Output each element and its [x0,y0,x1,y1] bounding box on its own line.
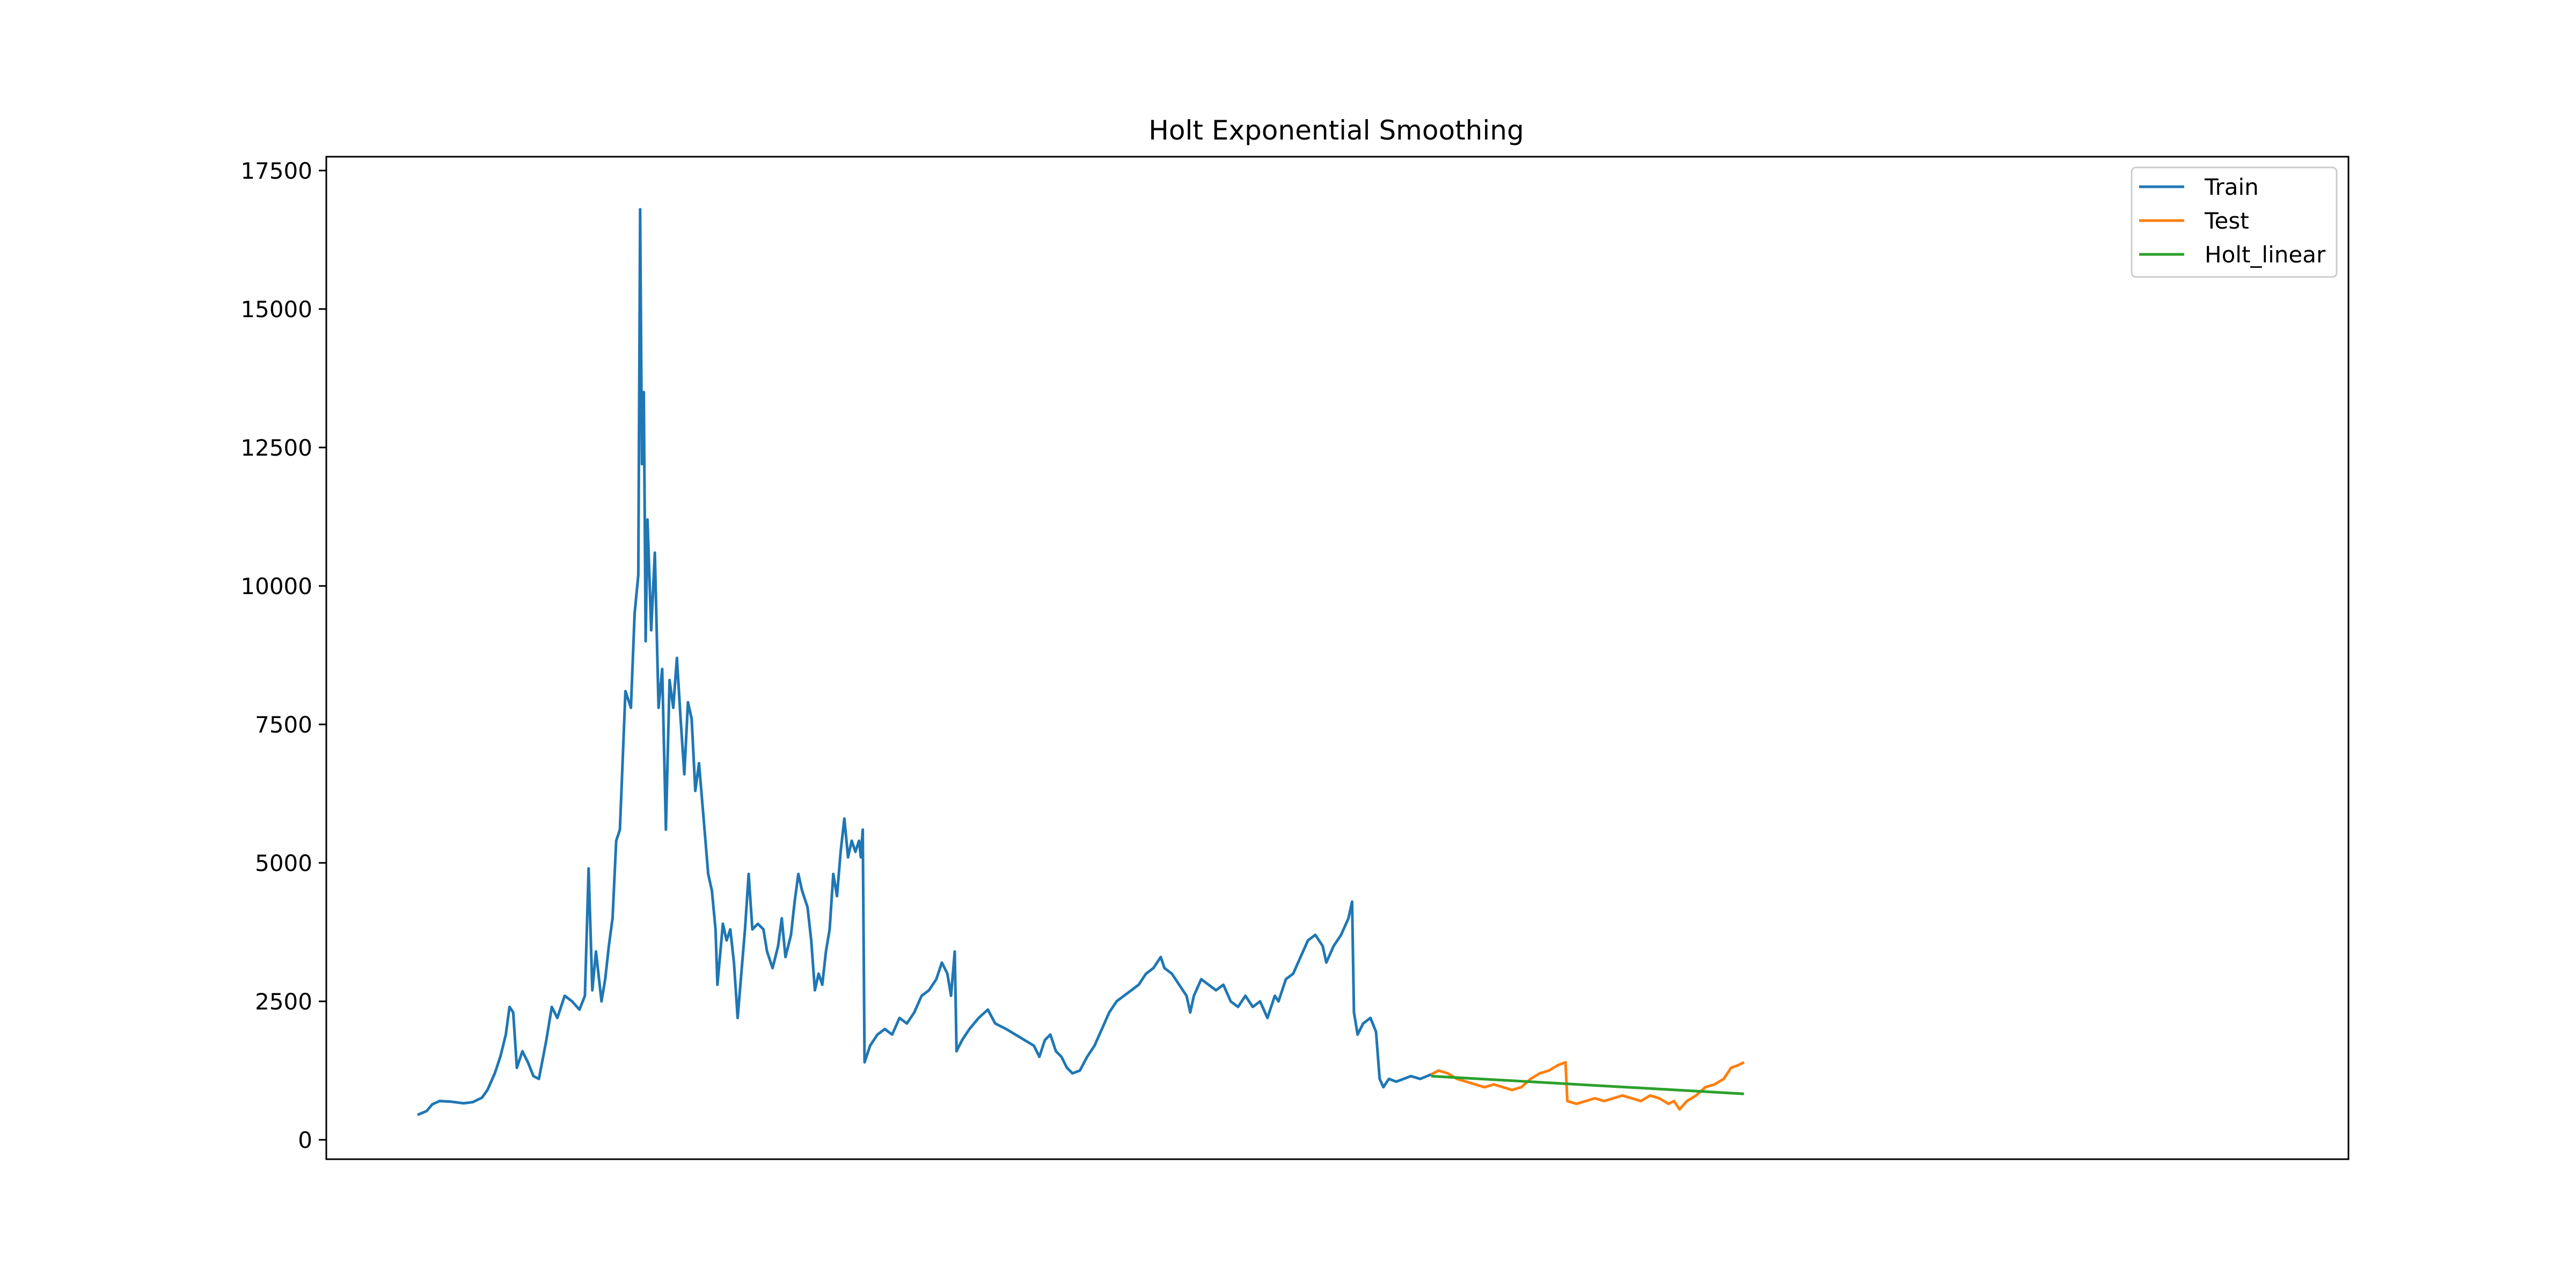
y-tick-label: 12500 [240,435,312,461]
legend-label: Holt_linear [2205,241,2326,268]
y-tick-label: 0 [298,1127,312,1153]
y-tick-label: 7500 [255,712,312,738]
legend-box [2131,166,2338,278]
y-tick-label: 2500 [255,989,312,1015]
chart-title: Holt Exponential Smoothing [1148,115,1524,146]
legend: Train Test Holt_linear [2131,166,2338,278]
y-tick-label: 17500 [240,158,312,184]
y-tick-label: 15000 [240,296,312,323]
legend-item: Holt_linear [2139,241,2326,268]
legend-item: Train [2139,174,2259,200]
series-line-train [417,208,1432,1116]
series-line-holt-linear [1431,1074,1744,1095]
plot-lines [417,208,1745,1116]
y-tick-label: 10000 [240,573,312,599]
plot-frame [325,156,2350,1160]
y-axis: 0 2500 5000 7500 10000 12500 15000 17500 [240,158,326,1153]
series-line-test [1430,1060,1745,1111]
legend-item: Test [2139,208,2249,234]
legend-label: Train [2204,174,2259,200]
y-tick-label: 5000 [255,850,312,876]
legend-label: Test [2204,208,2249,234]
